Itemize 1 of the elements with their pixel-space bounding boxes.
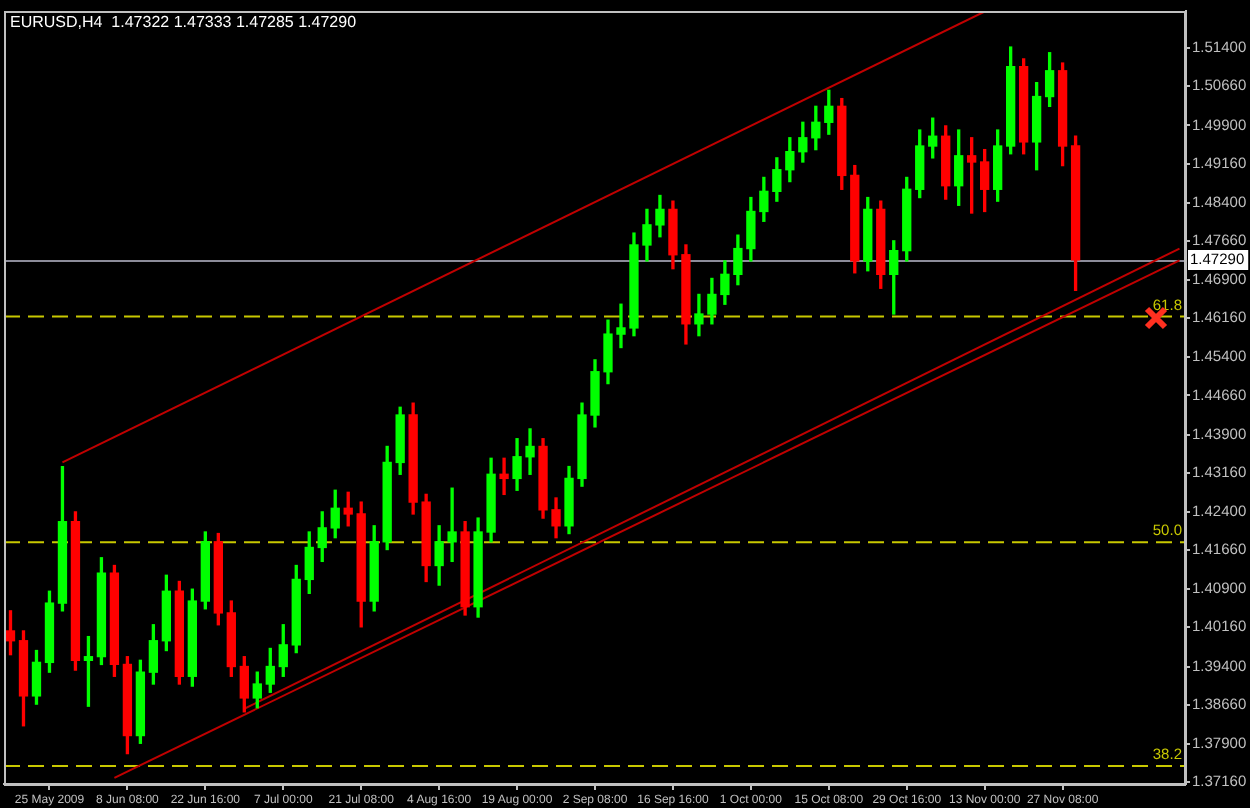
- chart-title: EURUSD,H4 1.47322 1.47333 1.47285 1.47290: [10, 13, 358, 32]
